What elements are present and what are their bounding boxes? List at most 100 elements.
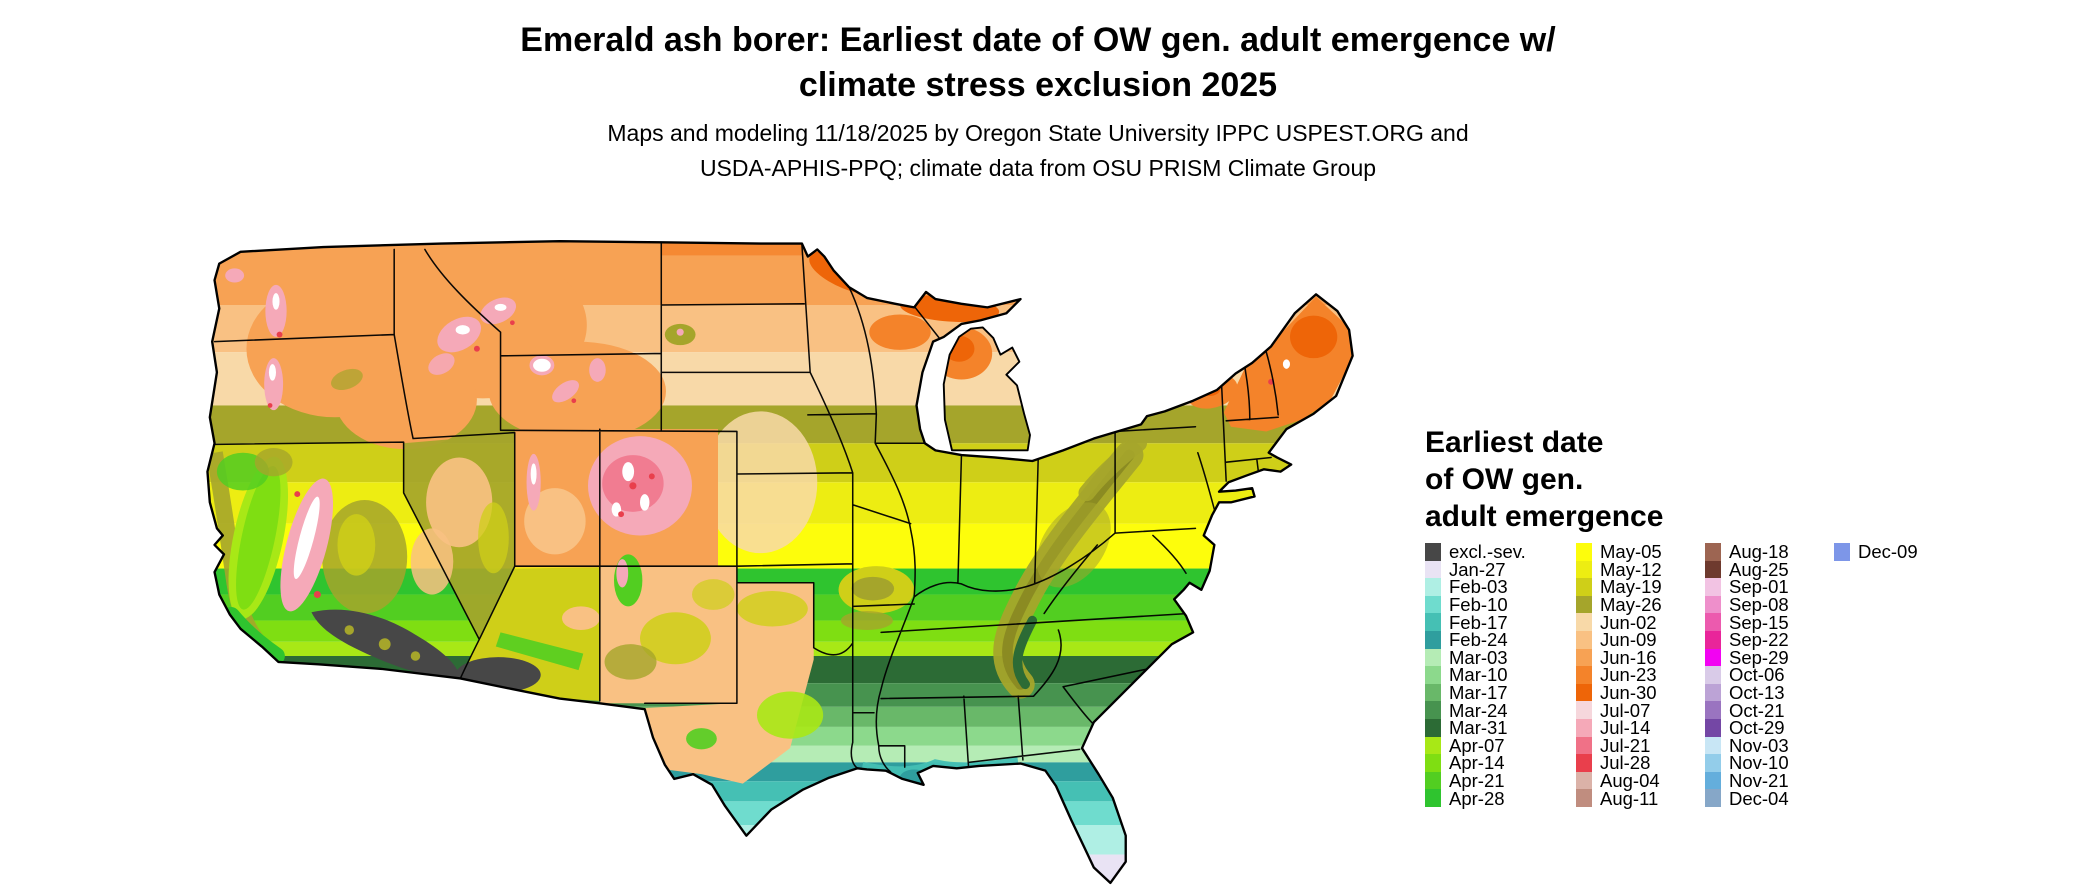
legend-item: Jul-21 xyxy=(1576,736,1705,755)
legend-swatch xyxy=(1576,789,1592,807)
legend-swatch xyxy=(1425,595,1441,614)
legend-swatch xyxy=(1705,560,1721,579)
legend-label: Jun-30 xyxy=(1600,682,1657,704)
legend-swatch xyxy=(1705,630,1721,649)
legend-swatch xyxy=(1705,736,1721,755)
legend-swatch xyxy=(1705,613,1721,631)
legend-item: Mar-31 xyxy=(1425,717,1576,739)
legend-label: May-12 xyxy=(1600,558,1662,580)
legend-item: Aug-18 xyxy=(1705,543,1834,561)
legend-item: Oct-21 xyxy=(1705,701,1834,719)
legend-item: excl.-sev. xyxy=(1425,543,1576,561)
legend-item: Oct-29 xyxy=(1705,717,1834,739)
legend-item: Jun-30 xyxy=(1576,682,1705,704)
legend-swatch xyxy=(1576,648,1592,667)
legend-label: Jun-09 xyxy=(1600,629,1657,651)
michigan-outline xyxy=(942,326,1031,452)
legend-item: Aug-11 xyxy=(1576,789,1705,807)
legend-swatch xyxy=(1834,543,1850,561)
legend-label: Feb-03 xyxy=(1449,576,1508,598)
legend-column: excl.-sev. Jan-27 Feb-03 Feb-10 Feb-17 Feb-24… xyxy=(1425,543,1576,807)
page-subtitle-line1: Maps and modeling 11/18/2025 by Oregon S… xyxy=(607,120,1469,146)
legend-item: Sep-29 xyxy=(1705,648,1834,667)
legend-label: Mar-17 xyxy=(1449,682,1508,704)
legend-item: Dec-09 xyxy=(1834,543,1918,561)
legend-item: Jun-09 xyxy=(1576,631,1705,649)
legend-item: Feb-10 xyxy=(1425,595,1576,614)
legend-swatch xyxy=(1576,613,1592,631)
legend-swatch xyxy=(1576,771,1592,790)
legend-label: Dec-09 xyxy=(1858,541,1918,563)
legend-item: Mar-17 xyxy=(1425,682,1576,704)
legend-columns: excl.-sev. Jan-27 Feb-03 Feb-10 Feb-17 Feb-24… xyxy=(1425,543,2065,807)
legend-item: Apr-28 xyxy=(1425,789,1576,807)
legend-label: Sep-08 xyxy=(1729,594,1789,616)
legend-swatch xyxy=(1576,630,1592,649)
legend-swatch xyxy=(1425,754,1441,772)
legend-title: Earliest date of OW gen. adult emergence xyxy=(1425,424,2065,535)
legend-swatch xyxy=(1425,683,1441,702)
legend-title-line1: Earliest date xyxy=(1425,426,1604,459)
legend-label: Dec-04 xyxy=(1729,787,1789,809)
legend-swatch xyxy=(1576,595,1592,614)
legend-label: Aug-11 xyxy=(1600,787,1659,809)
legend-swatch xyxy=(1705,701,1721,719)
legend-item: May-05 xyxy=(1576,543,1705,561)
legend-swatch xyxy=(1425,543,1441,561)
legend-item: Jun-02 xyxy=(1576,613,1705,631)
legend-label: Oct-29 xyxy=(1729,717,1785,739)
legend-item: Nov-10 xyxy=(1705,754,1834,772)
legend-swatch xyxy=(1425,630,1441,649)
legend-label: Feb-17 xyxy=(1449,611,1508,633)
page-title: Emerald ash borer: Earliest date of OW g… xyxy=(308,18,1768,108)
legend-title-line3: adult emergence xyxy=(1425,500,1664,533)
legend-swatch xyxy=(1705,771,1721,790)
legend-item: Jul-28 xyxy=(1576,754,1705,772)
legend-item: Jun-23 xyxy=(1576,666,1705,684)
legend-item: Mar-03 xyxy=(1425,648,1576,667)
legend-swatch xyxy=(1576,754,1592,772)
legend-label: Mar-31 xyxy=(1449,717,1508,739)
state-borders xyxy=(207,241,1279,773)
legend-item: Sep-22 xyxy=(1705,631,1834,649)
legend-swatch xyxy=(1576,683,1592,702)
legend-swatch xyxy=(1425,771,1441,790)
legend-swatch xyxy=(1576,560,1592,579)
page-title-line1: Emerald ash borer: Earliest date of OW g… xyxy=(520,21,1556,59)
legend-label: Mar-10 xyxy=(1449,664,1508,686)
legend-label: Nov-21 xyxy=(1729,770,1789,792)
legend: Earliest date of OW gen. adult emergence… xyxy=(1425,424,2065,807)
legend-label: Jun-02 xyxy=(1600,611,1657,633)
legend-swatch xyxy=(1705,578,1721,596)
legend-item: Aug-04 xyxy=(1576,771,1705,790)
legend-label: Aug-25 xyxy=(1729,558,1789,580)
legend-item: Feb-24 xyxy=(1425,631,1576,649)
legend-label: Oct-21 xyxy=(1729,699,1785,721)
legend-item: Sep-01 xyxy=(1705,578,1834,596)
legend-label: Apr-14 xyxy=(1449,752,1505,774)
legend-item: May-12 xyxy=(1576,558,1705,580)
legend-item: Aug-25 xyxy=(1705,558,1834,580)
legend-swatch xyxy=(1576,543,1592,561)
legend-item: May-19 xyxy=(1576,578,1705,596)
legend-label: Sep-15 xyxy=(1729,611,1789,633)
legend-swatch xyxy=(1705,543,1721,561)
legend-item: Mar-10 xyxy=(1425,666,1576,684)
legend-swatch xyxy=(1705,718,1721,737)
legend-item: Apr-07 xyxy=(1425,736,1576,755)
us-outline xyxy=(206,240,1354,885)
legend-item: Oct-06 xyxy=(1705,666,1834,684)
legend-label: Jul-28 xyxy=(1600,752,1651,774)
legend-swatch xyxy=(1705,648,1721,667)
legend-swatch xyxy=(1425,701,1441,719)
legend-item: Jul-14 xyxy=(1576,718,1705,737)
legend-label: Jun-16 xyxy=(1600,646,1657,668)
legend-label: Jul-07 xyxy=(1600,699,1651,721)
legend-label: Sep-22 xyxy=(1729,629,1789,651)
legend-swatch xyxy=(1425,560,1441,579)
us-choropleth-map xyxy=(205,240,1387,890)
legend-swatch xyxy=(1576,718,1592,737)
legend-swatch xyxy=(1425,789,1441,807)
legend-label: Oct-13 xyxy=(1729,682,1785,704)
legend-item: Feb-17 xyxy=(1425,613,1576,631)
